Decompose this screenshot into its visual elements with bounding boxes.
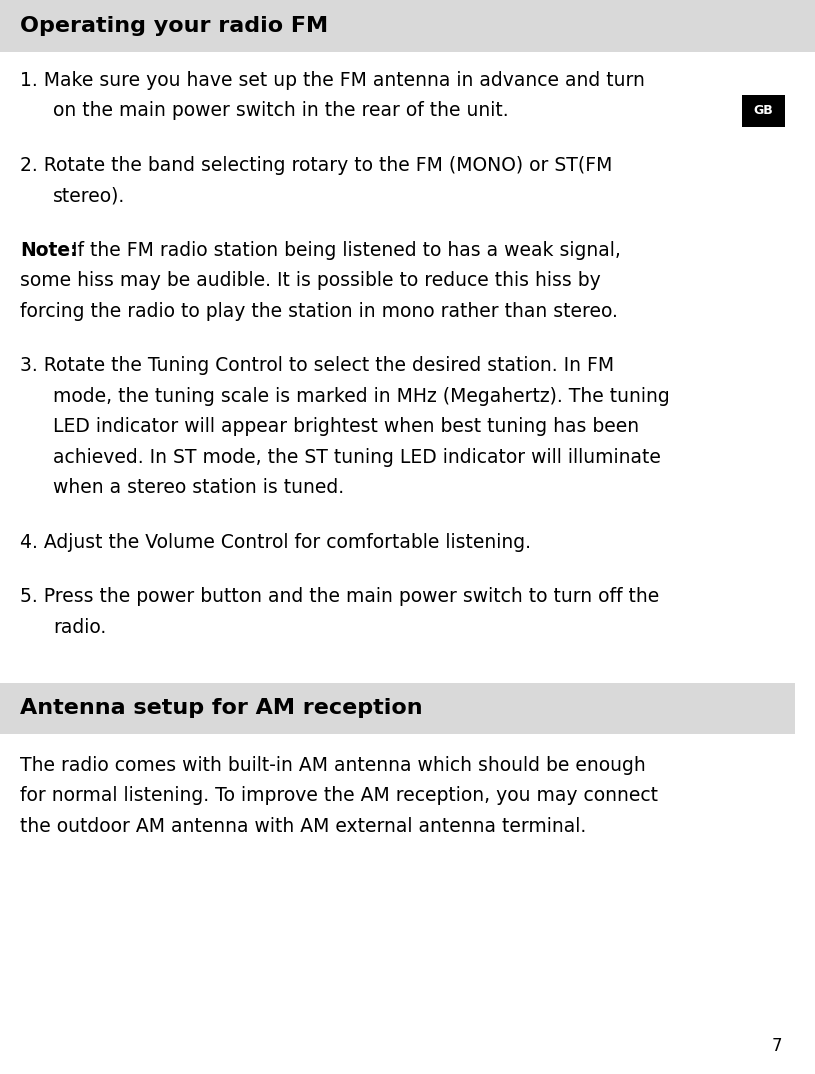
Text: If the FM radio station being listened to has a weak signal,: If the FM radio station being listened t… xyxy=(72,241,620,260)
Text: mode, the tuning scale is marked in MHz (Megahertz). The tuning: mode, the tuning scale is marked in MHz … xyxy=(53,387,670,406)
Text: The radio comes with built-in AM antenna which should be enough: The radio comes with built-in AM antenna… xyxy=(20,755,646,774)
Text: LED indicator will appear brightest when best tuning has been: LED indicator will appear brightest when… xyxy=(53,417,639,436)
Text: for normal listening. To improve the AM reception, you may connect: for normal listening. To improve the AM … xyxy=(20,786,659,806)
Text: on the main power switch in the rear of the unit.: on the main power switch in the rear of … xyxy=(53,102,509,120)
Text: forcing the radio to play the station in mono rather than stereo.: forcing the radio to play the station in… xyxy=(20,302,619,321)
Text: achieved. In ST mode, the ST tuning LED indicator will illuminate: achieved. In ST mode, the ST tuning LED … xyxy=(53,448,661,467)
Bar xyxy=(742,95,785,127)
Text: 4. Adjust the Volume Control for comfortable listening.: 4. Adjust the Volume Control for comfort… xyxy=(20,533,531,552)
Text: GB: GB xyxy=(754,104,773,117)
Text: the outdoor AM antenna with AM external antenna terminal.: the outdoor AM antenna with AM external … xyxy=(20,816,587,836)
Text: 5. Press the power button and the main power switch to turn off the: 5. Press the power button and the main p… xyxy=(20,586,659,606)
Text: 2. Rotate the band selecting rotary to the FM (MONO) or ST(FM: 2. Rotate the band selecting rotary to t… xyxy=(20,156,613,175)
Text: 7: 7 xyxy=(772,1036,782,1055)
Text: Note:: Note: xyxy=(20,241,78,260)
Text: stereo).: stereo). xyxy=(53,187,126,205)
Text: 1. Make sure you have set up the FM antenna in advance and turn: 1. Make sure you have set up the FM ante… xyxy=(20,71,645,90)
Bar xyxy=(0,682,795,734)
Text: 3. Rotate the Tuning Control to select the desired station. In FM: 3. Rotate the Tuning Control to select t… xyxy=(20,355,615,375)
Text: radio.: radio. xyxy=(53,618,106,637)
Bar xyxy=(0,0,815,52)
Text: Antenna setup for AM reception: Antenna setup for AM reception xyxy=(20,698,423,719)
Text: when a stereo station is tuned.: when a stereo station is tuned. xyxy=(53,478,344,497)
Text: Operating your radio FM: Operating your radio FM xyxy=(20,16,328,35)
Text: some hiss may be audible. It is possible to reduce this hiss by: some hiss may be audible. It is possible… xyxy=(20,271,601,290)
